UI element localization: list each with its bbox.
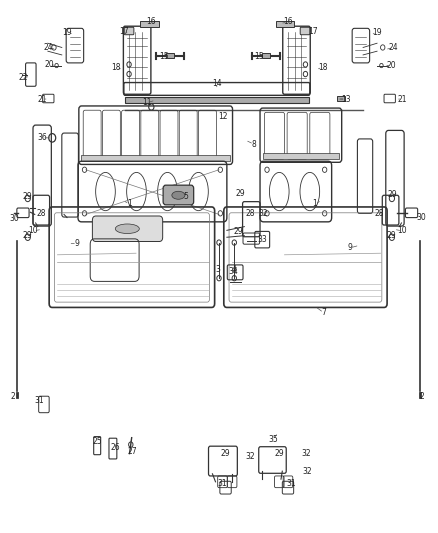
Text: 28: 28 bbox=[246, 209, 255, 218]
Text: 20: 20 bbox=[45, 60, 54, 69]
Text: 29: 29 bbox=[387, 231, 396, 240]
Text: 29: 29 bbox=[274, 449, 284, 458]
Text: 20: 20 bbox=[387, 61, 396, 70]
Text: 29: 29 bbox=[221, 449, 230, 458]
Bar bbox=[166, 53, 173, 58]
Text: 31: 31 bbox=[218, 479, 227, 488]
Text: 29: 29 bbox=[235, 189, 245, 198]
Text: 30: 30 bbox=[416, 213, 426, 222]
Ellipse shape bbox=[115, 224, 139, 233]
Text: 2: 2 bbox=[11, 392, 15, 401]
Bar bbox=[262, 53, 270, 58]
Text: 26: 26 bbox=[110, 443, 120, 452]
Text: 19: 19 bbox=[63, 28, 72, 37]
FancyBboxPatch shape bbox=[163, 185, 194, 205]
Text: 16: 16 bbox=[283, 18, 293, 27]
Text: 32: 32 bbox=[258, 209, 268, 218]
FancyBboxPatch shape bbox=[92, 216, 162, 241]
Text: 5: 5 bbox=[184, 192, 189, 201]
Text: 10: 10 bbox=[398, 227, 407, 236]
Text: 9: 9 bbox=[74, 239, 80, 248]
Text: 17: 17 bbox=[119, 27, 129, 36]
Text: 29: 29 bbox=[22, 192, 32, 201]
Text: 35: 35 bbox=[268, 435, 279, 444]
Text: 36: 36 bbox=[37, 133, 47, 142]
FancyBboxPatch shape bbox=[124, 27, 134, 35]
Bar bbox=[263, 153, 339, 159]
Text: 18: 18 bbox=[318, 63, 327, 71]
Text: 22: 22 bbox=[19, 73, 28, 82]
Text: 32: 32 bbox=[301, 449, 311, 458]
Text: 15: 15 bbox=[159, 52, 168, 61]
Text: 10: 10 bbox=[28, 227, 38, 236]
Text: 29: 29 bbox=[387, 190, 397, 199]
Text: 33: 33 bbox=[258, 236, 268, 245]
Text: 19: 19 bbox=[372, 28, 382, 37]
Text: 14: 14 bbox=[212, 78, 222, 87]
Text: 13: 13 bbox=[341, 94, 350, 103]
Text: 31: 31 bbox=[286, 479, 296, 488]
Text: 29: 29 bbox=[23, 231, 32, 240]
Text: 21: 21 bbox=[398, 94, 407, 103]
Text: 24: 24 bbox=[389, 43, 399, 52]
Bar bbox=[276, 21, 294, 27]
Bar bbox=[141, 21, 159, 27]
Bar bbox=[81, 155, 230, 161]
Text: 27: 27 bbox=[128, 447, 138, 456]
Bar bbox=[337, 96, 345, 101]
Text: 3: 3 bbox=[215, 265, 221, 273]
Ellipse shape bbox=[172, 191, 185, 199]
Text: 9: 9 bbox=[347, 244, 353, 253]
Text: 11: 11 bbox=[142, 98, 152, 107]
Text: 31: 31 bbox=[34, 396, 44, 405]
Text: 17: 17 bbox=[308, 27, 318, 36]
Bar bbox=[125, 98, 309, 103]
Text: 8: 8 bbox=[251, 140, 256, 149]
Text: 32: 32 bbox=[246, 453, 255, 462]
Text: 24: 24 bbox=[43, 43, 53, 52]
Text: 16: 16 bbox=[147, 18, 156, 27]
Text: 1: 1 bbox=[127, 199, 132, 208]
Text: 34: 34 bbox=[229, 268, 238, 276]
Text: 28: 28 bbox=[375, 209, 385, 218]
Text: 7: 7 bbox=[321, 308, 326, 317]
Text: 15: 15 bbox=[254, 52, 264, 61]
Text: 1: 1 bbox=[313, 199, 318, 208]
FancyBboxPatch shape bbox=[300, 27, 310, 35]
Text: 25: 25 bbox=[93, 438, 102, 447]
Text: 2: 2 bbox=[420, 392, 424, 401]
Text: 12: 12 bbox=[219, 112, 228, 121]
Text: 21: 21 bbox=[37, 94, 47, 103]
Text: 28: 28 bbox=[36, 209, 46, 218]
Text: 30: 30 bbox=[9, 214, 19, 223]
Text: 4: 4 bbox=[232, 265, 237, 273]
Text: 32: 32 bbox=[303, 467, 312, 475]
Text: 18: 18 bbox=[112, 63, 121, 71]
Text: 29: 29 bbox=[234, 228, 244, 237]
